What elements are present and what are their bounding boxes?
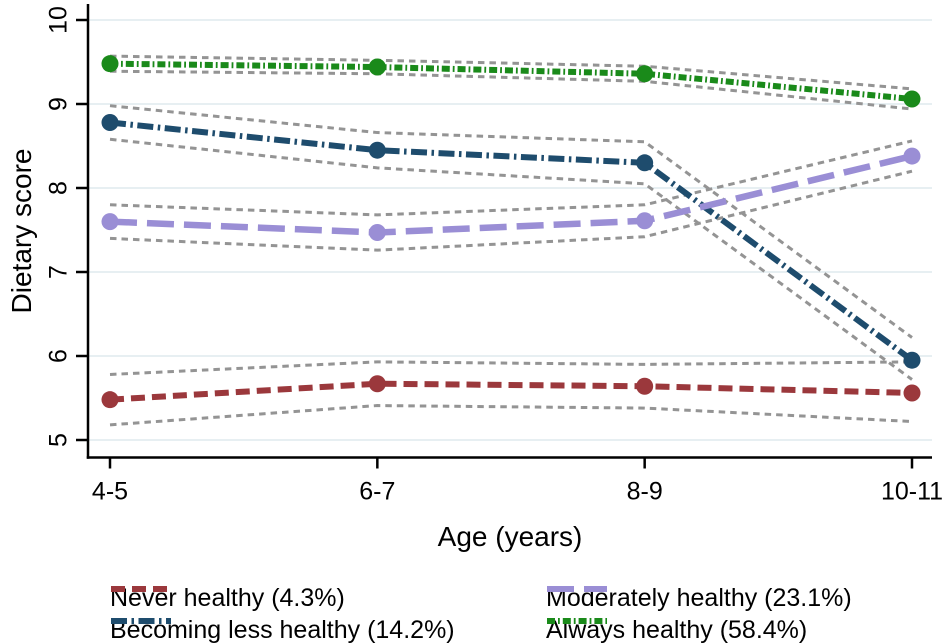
series-line	[109, 60, 913, 102]
data-point-marker	[101, 213, 119, 231]
legend-item: Moderately healthy (23.1%)	[546, 583, 852, 614]
legend-label: Always healthy (58.4%)	[546, 616, 808, 644]
legend-item: Never healthy (4.3%)	[110, 583, 345, 614]
data-point-marker	[368, 375, 386, 393]
y-axis-title: Dietary score	[6, 148, 37, 314]
ci-band-line	[109, 169, 913, 252]
ci-band-line	[109, 139, 913, 217]
legend-swatch	[547, 586, 607, 592]
data-point-marker	[101, 55, 119, 73]
legend-item: Becoming less healthy (14.2%)	[110, 615, 455, 644]
series-line	[109, 119, 914, 363]
x-tick-label: 10-11	[880, 477, 944, 506]
x-axis-title: Age (years)	[437, 521, 583, 552]
data-point-marker	[636, 154, 654, 172]
ci-band-line	[109, 104, 913, 339]
y-tick-label: 8	[44, 181, 73, 195]
x-tick-label: 8-9	[626, 477, 663, 506]
legend-label: Never healthy (4.3%)	[110, 584, 345, 612]
x-tick-label: 6-7	[359, 477, 396, 506]
data-point-marker	[636, 65, 654, 83]
data-point-marker	[368, 141, 386, 159]
y-tick-label: 10	[44, 6, 73, 34]
data-point-marker	[903, 90, 921, 108]
legend-swatch	[547, 618, 607, 624]
data-point-marker	[903, 147, 921, 165]
legend-swatch	[111, 618, 171, 624]
data-point-marker	[636, 377, 654, 395]
ci-band-line	[109, 54, 913, 91]
legend-item: Always healthy (58.4%)	[546, 615, 807, 644]
series-line	[109, 152, 913, 236]
ci-band-line	[109, 360, 913, 376]
data-point-marker	[368, 58, 386, 76]
ci-band-line	[109, 69, 913, 111]
data-point-marker	[903, 351, 921, 369]
data-point-marker	[903, 384, 921, 402]
series-line	[109, 380, 913, 403]
y-tick-label: 9	[44, 97, 73, 111]
data-point-marker	[101, 391, 119, 409]
data-point-marker	[101, 113, 119, 131]
ci-band-line	[109, 137, 913, 381]
y-tick-label: 7	[44, 265, 73, 279]
data-point-marker	[368, 224, 386, 242]
y-tick-label: 5	[44, 433, 73, 447]
legend-swatch	[111, 586, 171, 592]
y-tick-label: 6	[44, 349, 73, 363]
data-point-marker	[636, 212, 654, 230]
ci-band-line	[109, 404, 913, 427]
x-tick-label: 4-5	[91, 477, 129, 506]
